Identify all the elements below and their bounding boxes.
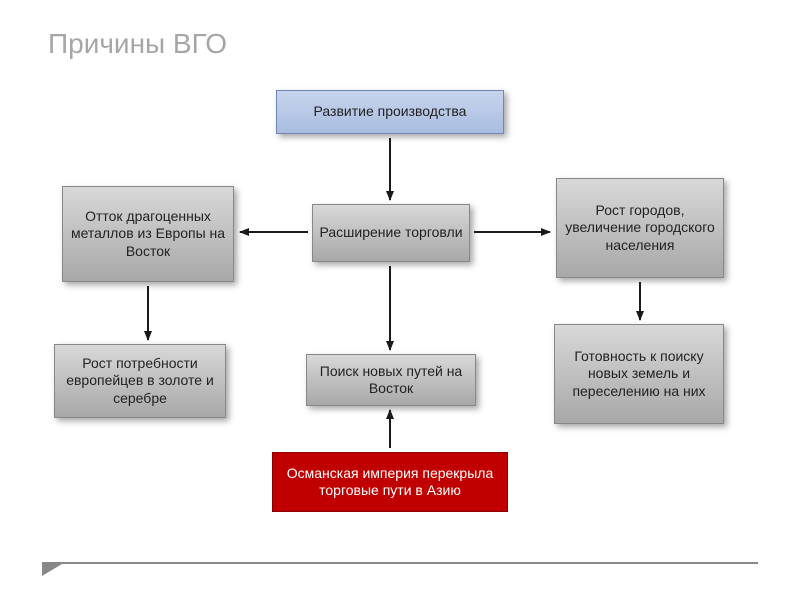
box-center-low: Поиск новых путей на Восток <box>306 354 476 406</box>
box-top: Развитие производства <box>276 90 504 134</box>
box-top-label: Развитие производства <box>314 103 467 121</box>
footer-rule <box>42 562 758 564</box>
slide-title: Причины ВГО <box>48 28 227 60</box>
box-right-lower: Готовность к поиску новых земель и перес… <box>554 324 724 424</box>
box-right-lower-label: Готовность к поиску новых земель и перес… <box>561 348 717 401</box>
box-center-mid: Расширение торговли <box>312 204 470 262</box>
box-left-lower-label: Рост потребности европейцев в золоте и с… <box>61 355 219 408</box>
box-right-upper-label: Рост городов, увеличение городского насе… <box>563 202 717 255</box>
box-right-upper: Рост городов, увеличение городского насе… <box>556 178 724 278</box>
box-bottom-red: Османская империя перекрыла торговые пут… <box>272 452 508 512</box>
box-center-mid-label: Расширение торговли <box>319 224 462 242</box>
box-bottom-red-label: Османская империя перекрыла торговые пут… <box>279 465 501 500</box>
footer-tab-icon <box>42 564 62 576</box>
slide-root: Причины ВГО Развитие производства Отток … <box>0 0 800 600</box>
box-left-lower: Рост потребности европейцев в золоте и с… <box>54 344 226 418</box>
box-left-upper-label: Отток драгоценных металлов из Европы на … <box>69 208 227 261</box>
box-left-upper: Отток драгоценных металлов из Европы на … <box>62 186 234 282</box>
box-center-low-label: Поиск новых путей на Восток <box>313 363 469 398</box>
